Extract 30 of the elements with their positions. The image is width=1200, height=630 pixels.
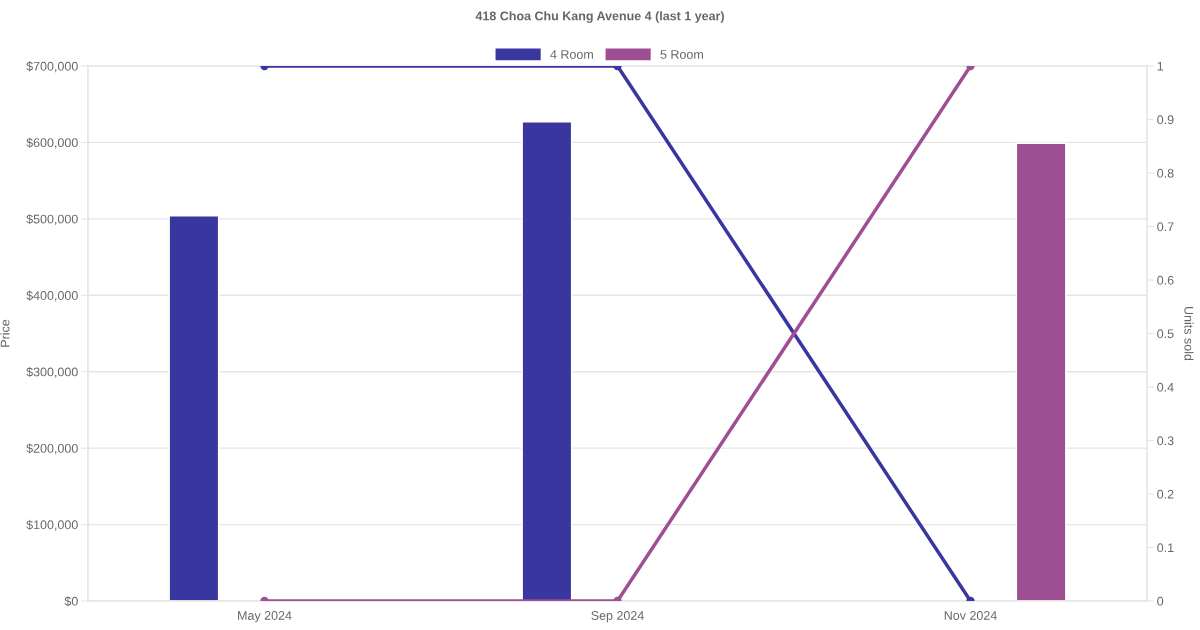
y2-tick-label: 0.9 bbox=[1157, 115, 1174, 125]
y-tick-label: $200,000 bbox=[26, 443, 78, 455]
y2-tick-label: 0.7 bbox=[1157, 222, 1174, 232]
y-tick-label: $400,000 bbox=[26, 290, 78, 302]
y2-tick-label: 0.6 bbox=[1157, 275, 1174, 285]
y2-tick-label: 0.3 bbox=[1157, 436, 1174, 446]
y2-tick-label: 1 bbox=[1157, 61, 1164, 71]
y-tick-label: $700,000 bbox=[26, 61, 78, 73]
x-tick-label: Sep 2024 bbox=[591, 611, 644, 623]
chart-title: 418 Choa Chu Kang Avenue 4 (last 1 year) bbox=[475, 11, 724, 23]
y2-tick-label: 0.5 bbox=[1157, 329, 1174, 339]
y-axis-title: Price bbox=[0, 319, 10, 347]
y-tick-label: $100,000 bbox=[26, 519, 78, 531]
y2-tick-label: 0.8 bbox=[1157, 168, 1174, 178]
y-tick-label: $500,000 bbox=[26, 214, 78, 225]
legend-label: 4 Room bbox=[550, 50, 593, 59]
y2-tick-label: 0.1 bbox=[1157, 543, 1174, 553]
bar bbox=[521, 121, 573, 601]
y-tick-label: $600,000 bbox=[26, 137, 78, 149]
bar bbox=[168, 215, 220, 601]
y2-tick-label: 0.4 bbox=[1157, 382, 1174, 392]
y2-tick-label: 0 bbox=[1157, 596, 1164, 606]
x-tick-label: Nov 2024 bbox=[944, 611, 997, 620]
x-tick-label: May 2024 bbox=[238, 611, 292, 623]
legend-label: 5 Room bbox=[660, 50, 703, 59]
y-tick-label: $300,000 bbox=[26, 366, 78, 378]
y2-axis-title: Units sold bbox=[1184, 307, 1194, 361]
y-tick-label: $0 bbox=[64, 596, 78, 607]
y2-tick-label: 0.2 bbox=[1157, 489, 1174, 499]
bar bbox=[1015, 142, 1067, 601]
